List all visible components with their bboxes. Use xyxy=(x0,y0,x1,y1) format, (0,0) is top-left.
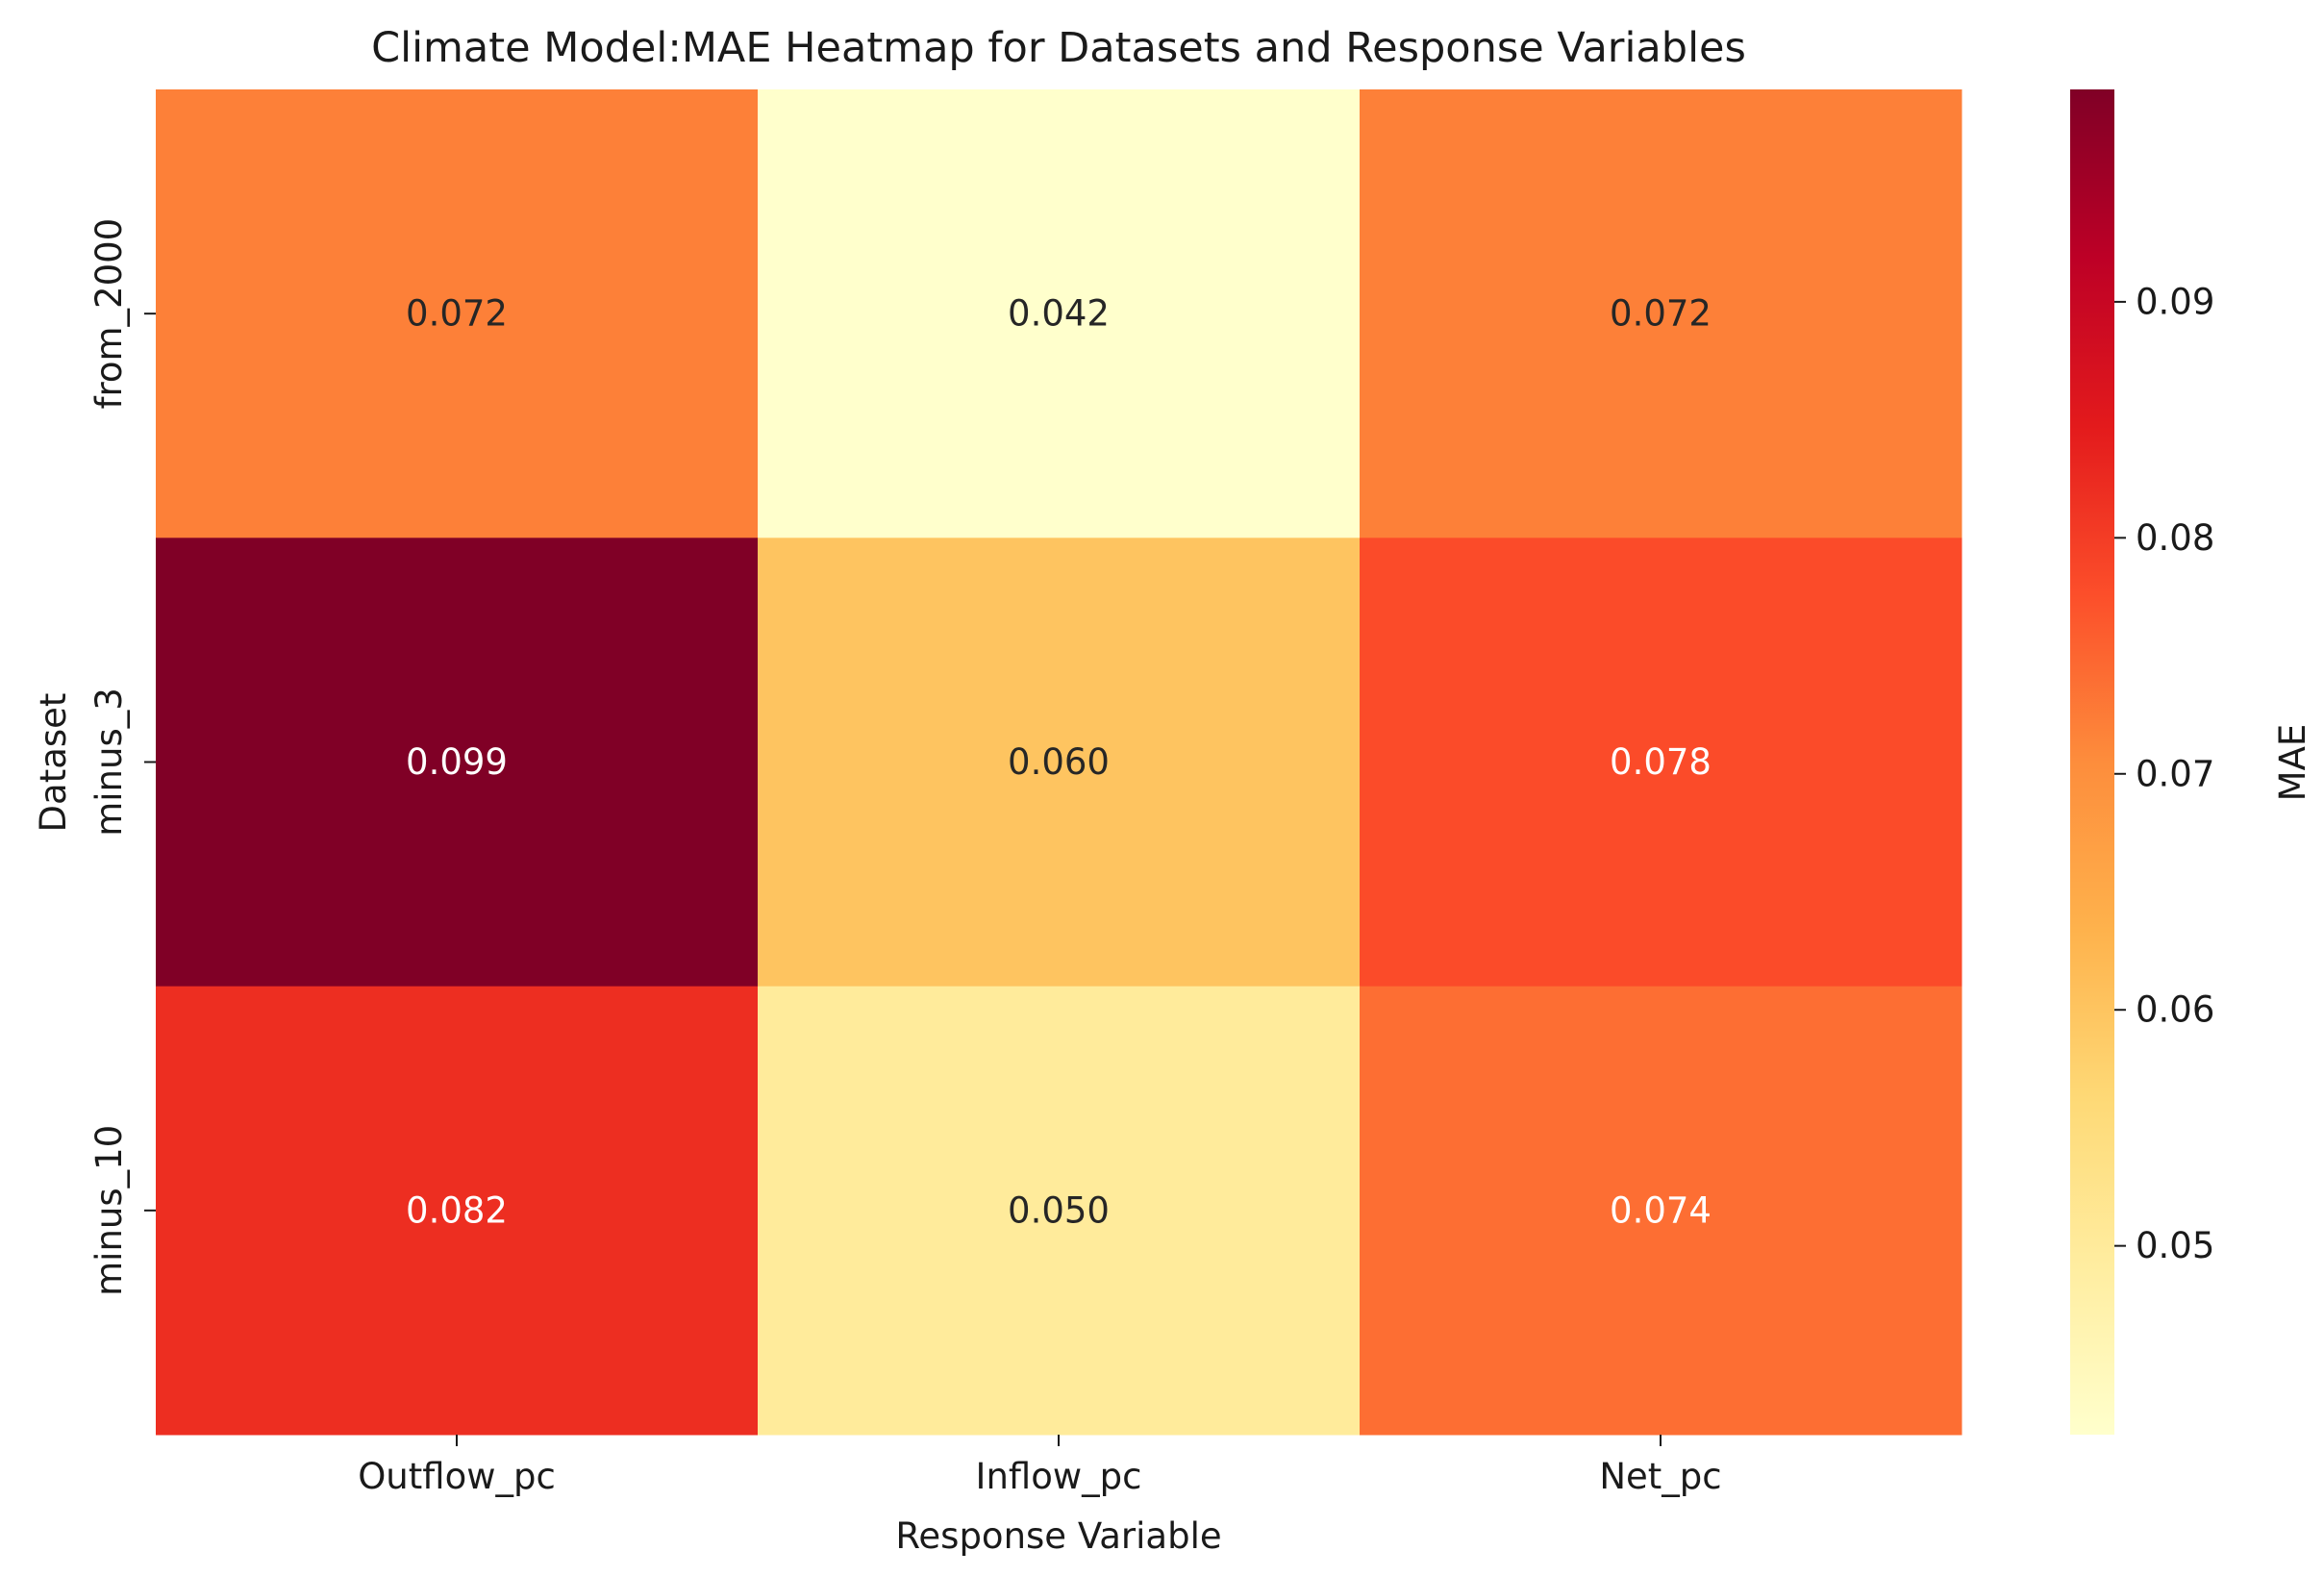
cell-value-label: 0.050 xyxy=(1008,1189,1110,1231)
colorbar-ticks: 0.05 0.06 0.07 0.08 0.09 xyxy=(2114,281,2214,1266)
heatmap-cell xyxy=(758,538,1361,988)
cell-value-label: 0.078 xyxy=(1610,741,1712,783)
x-tick-label: Inflow_pc xyxy=(976,1456,1142,1497)
heatmap-cell xyxy=(1360,538,1962,988)
cell-value-label: 0.060 xyxy=(1008,741,1110,783)
x-axis-label: Response Variable xyxy=(895,1515,1221,1557)
cell-value-label: 0.074 xyxy=(1610,1189,1712,1231)
heatmap-cell xyxy=(758,89,1361,538)
cell-value-label: 0.072 xyxy=(406,293,508,335)
chart-title: Climate Model:MAE Heatmap for Datasets a… xyxy=(371,24,1746,72)
y-tick-label: from_2000 xyxy=(88,218,130,410)
colorbar-label: MAE xyxy=(2272,724,2313,802)
heatmap-cell xyxy=(1360,89,1962,538)
y-tick-label: minus_3 xyxy=(88,688,130,837)
cell-value-label: 0.072 xyxy=(1610,293,1712,335)
colorbar-tick-label: 0.09 xyxy=(2136,281,2214,322)
colorbar-tick-label: 0.08 xyxy=(2136,517,2214,559)
heatmap-cell xyxy=(156,986,759,1436)
heatmap-cell-labels: 0.072 0.042 0.072 0.099 0.060 0.078 0.082 0.050… xyxy=(406,293,1712,1232)
colorbar xyxy=(2070,89,2114,1435)
y-axis-label: Dataset xyxy=(33,693,74,833)
cell-value-label: 0.082 xyxy=(406,1189,508,1231)
colorbar-tick-label: 0.05 xyxy=(2136,1225,2214,1266)
x-axis: Outflow_pc Inflow_pc Net_pc xyxy=(358,1435,1722,1497)
x-tick-label: Net_pc xyxy=(1599,1456,1721,1497)
heatmap-cell xyxy=(1360,986,1962,1436)
colorbar-tick-label: 0.07 xyxy=(2136,753,2214,794)
colorbar-tick-label: 0.06 xyxy=(2136,989,2214,1031)
x-tick-label: Outflow_pc xyxy=(358,1456,556,1497)
y-tick-label: minus_10 xyxy=(88,1125,130,1296)
heatmap-cell xyxy=(156,89,759,538)
heatmap-cell xyxy=(156,538,759,988)
cell-value-label: 0.099 xyxy=(406,741,508,783)
heatmap-cell xyxy=(758,986,1361,1436)
cell-value-label: 0.042 xyxy=(1008,293,1110,335)
y-axis: from_2000 minus_3 minus_10 xyxy=(88,218,156,1296)
heatmap-cells xyxy=(156,89,1962,1436)
